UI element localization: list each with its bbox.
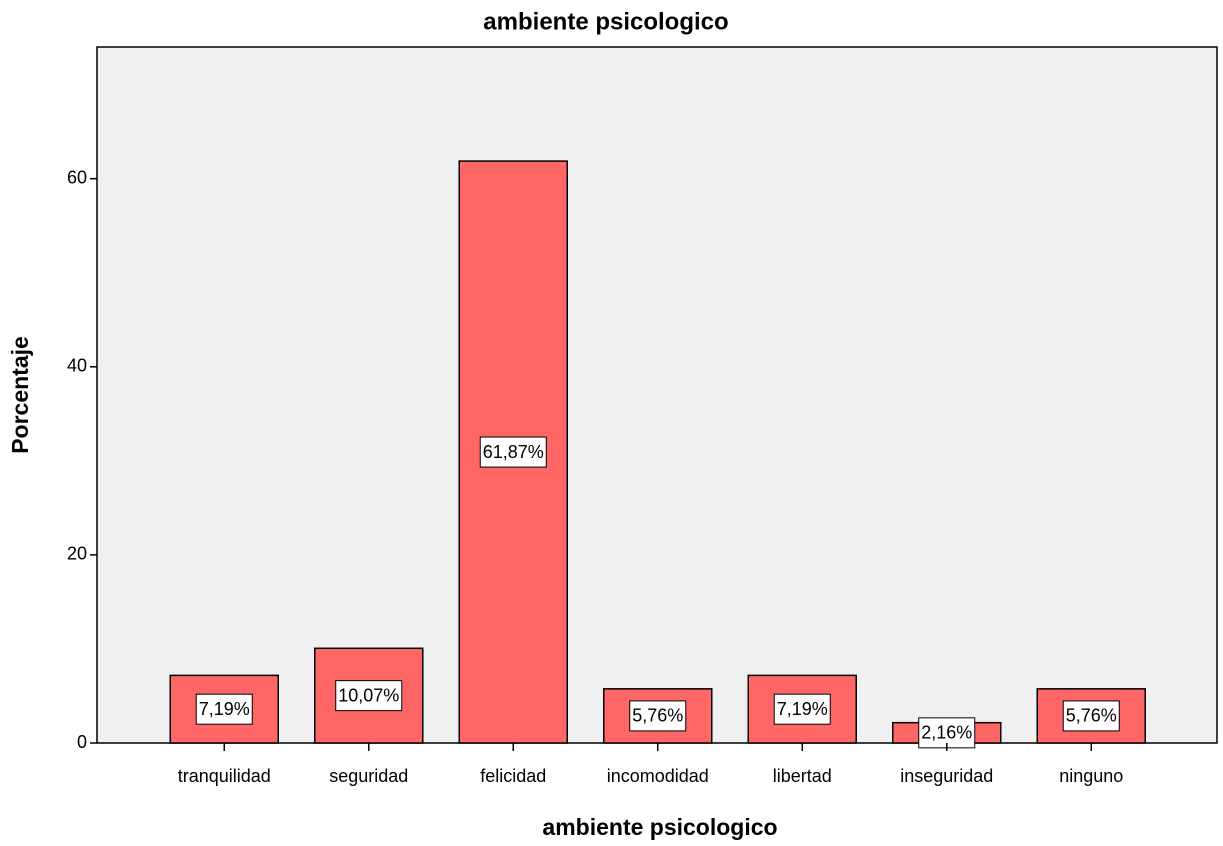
x-tick-label: tranquilidad bbox=[178, 766, 271, 786]
value-label-box bbox=[335, 680, 403, 712]
value-label-box bbox=[629, 700, 687, 732]
value-label: 7,19% bbox=[199, 699, 250, 719]
x-tick-label: ninguno bbox=[1059, 766, 1123, 786]
y-tick-label: 0 bbox=[77, 732, 87, 752]
x-tick-label: inseguridad bbox=[900, 766, 993, 786]
x-axis-title: ambiente psicologico bbox=[542, 814, 777, 840]
x-tick-label: incomodidad bbox=[607, 766, 709, 786]
value-label: 2,16% bbox=[921, 723, 972, 743]
y-tick-label: 20 bbox=[67, 544, 87, 564]
x-tick-label: felicidad bbox=[480, 766, 546, 786]
value-label-box bbox=[1062, 700, 1120, 732]
y-tick-label: 60 bbox=[67, 167, 87, 187]
value-label-box bbox=[773, 693, 831, 725]
value-label: 5,76% bbox=[1066, 706, 1117, 726]
value-label: 10,07% bbox=[338, 685, 399, 705]
y-tick-label: 40 bbox=[67, 356, 87, 376]
y-axis-title: Porcentaje bbox=[7, 336, 33, 454]
x-tick-label: libertad bbox=[773, 766, 832, 786]
value-label: 7,19% bbox=[777, 699, 828, 719]
value-label-box bbox=[479, 436, 547, 468]
value-label-box bbox=[195, 693, 253, 725]
chart-title: ambiente psicologico bbox=[483, 8, 728, 35]
value-label: 61,87% bbox=[483, 442, 544, 462]
value-label: 5,76% bbox=[632, 706, 683, 726]
x-tick-label: seguridad bbox=[329, 766, 408, 786]
plot-area bbox=[96, 46, 1218, 744]
